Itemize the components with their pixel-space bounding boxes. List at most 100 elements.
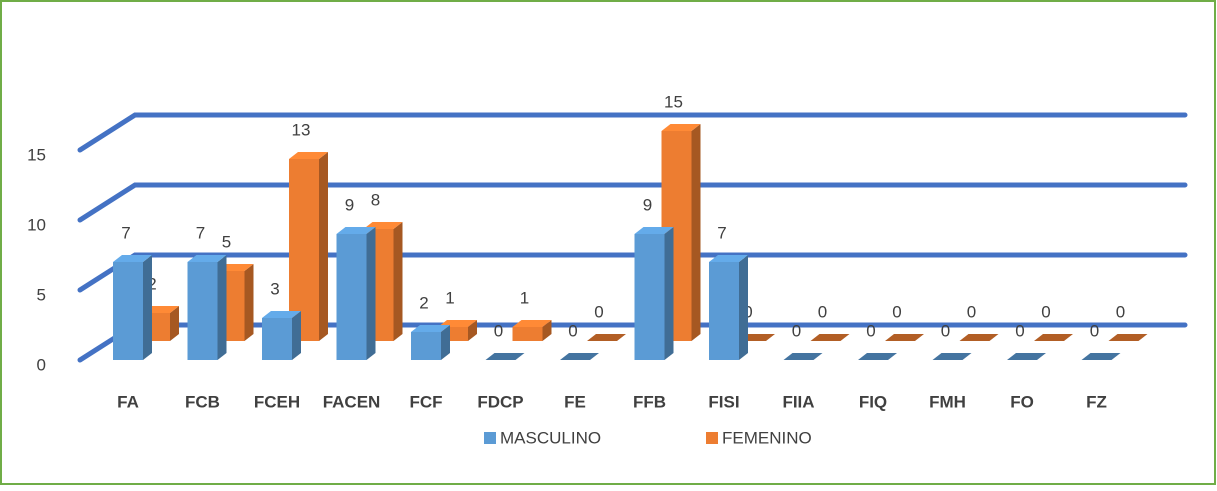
value-label: 1 [445,288,454,307]
bar [262,311,301,360]
bar-top [1108,334,1148,341]
bar-top [783,353,823,360]
value-label: 2 [419,293,428,312]
value-label: 7 [717,223,726,242]
bar-top [512,320,552,327]
x-tick-label: FACEN [323,392,381,411]
bar-front [289,159,319,341]
value-label: 13 [292,120,311,139]
value-label: 5 [222,232,231,251]
bar-side [292,311,301,360]
x-tick-label: FFB [633,392,666,411]
bar-top [560,353,599,360]
legend-label: FEMENINO [722,428,812,447]
bar-top [113,255,152,262]
bar [709,255,748,360]
value-label: 1 [520,288,529,307]
value-label: 15 [664,92,683,111]
value-label: 0 [818,302,827,321]
bar [113,255,152,360]
x-tick-label: FE [564,392,586,411]
bar-top [187,255,227,262]
bar-top [1034,334,1073,341]
bar-side [393,222,403,341]
bar-top [485,353,525,360]
bar [485,353,525,360]
bar-top [587,334,626,341]
value-label: 3 [270,279,279,298]
value-label: 0 [792,321,801,340]
y-tick-label: 5 [37,285,46,304]
value-label: 0 [1041,302,1050,321]
bar-top [709,255,748,262]
x-tick-label: FA [117,392,139,411]
bar-top [810,334,850,341]
bar [810,334,850,341]
bar-front [187,262,218,360]
bar-side [244,264,254,341]
x-tick-label: FIQ [859,392,887,411]
bar-top [885,334,924,341]
bar-top [411,325,450,332]
bar [634,227,674,360]
grid-line [77,182,1188,223]
bar-front [634,234,665,360]
value-label: 0 [941,321,950,340]
bar-side [217,255,227,360]
bar-side [664,227,674,360]
bar [1007,353,1046,360]
value-label: 0 [866,321,875,340]
bar-top [959,334,999,341]
y-tick-label: 15 [27,145,46,164]
value-label: 0 [1090,321,1099,340]
bar [885,334,924,341]
bar-front [512,327,543,341]
bar [560,353,599,360]
x-tick-label: FIIA [782,392,814,411]
value-label: 0 [892,302,901,321]
value-label: 0 [494,321,503,340]
bar-front [336,234,367,360]
bar [512,320,552,341]
x-tick-label: FZ [1086,392,1107,411]
grid-line [77,112,1188,153]
bar-side [319,152,328,341]
bar-top [289,152,328,159]
bar-front [262,318,292,360]
bar-front [113,262,143,360]
value-label: 7 [196,223,205,242]
bar-top [1007,353,1046,360]
bar [411,325,450,360]
y-tick-label: 0 [37,355,46,374]
y-tick-label: 10 [27,215,46,234]
bar [959,334,999,341]
bar-top [262,311,301,318]
bar [1034,334,1073,341]
x-tick-label: FO [1010,392,1034,411]
value-label: 9 [345,195,354,214]
bar-top [661,124,701,131]
x-tick-label: FDCP [477,392,523,411]
bar [187,255,227,360]
bar-side [170,306,179,341]
bar-side [739,255,748,360]
value-label: 9 [643,195,652,214]
bar-top [1081,353,1121,360]
bar-side [366,227,376,360]
bar-top [932,353,972,360]
bar-side [691,124,701,341]
x-tick-label: FMH [929,392,966,411]
value-label: 0 [1116,302,1125,321]
legend-swatch [706,432,718,444]
value-label: 0 [594,302,603,321]
value-label: 0 [967,302,976,321]
bar [289,152,328,341]
x-tick-label: FCF [409,392,442,411]
bar-top [336,227,376,234]
bar [932,353,972,360]
x-tick-label: FCB [185,392,220,411]
value-label: 7 [121,223,130,242]
bar [1108,334,1148,341]
